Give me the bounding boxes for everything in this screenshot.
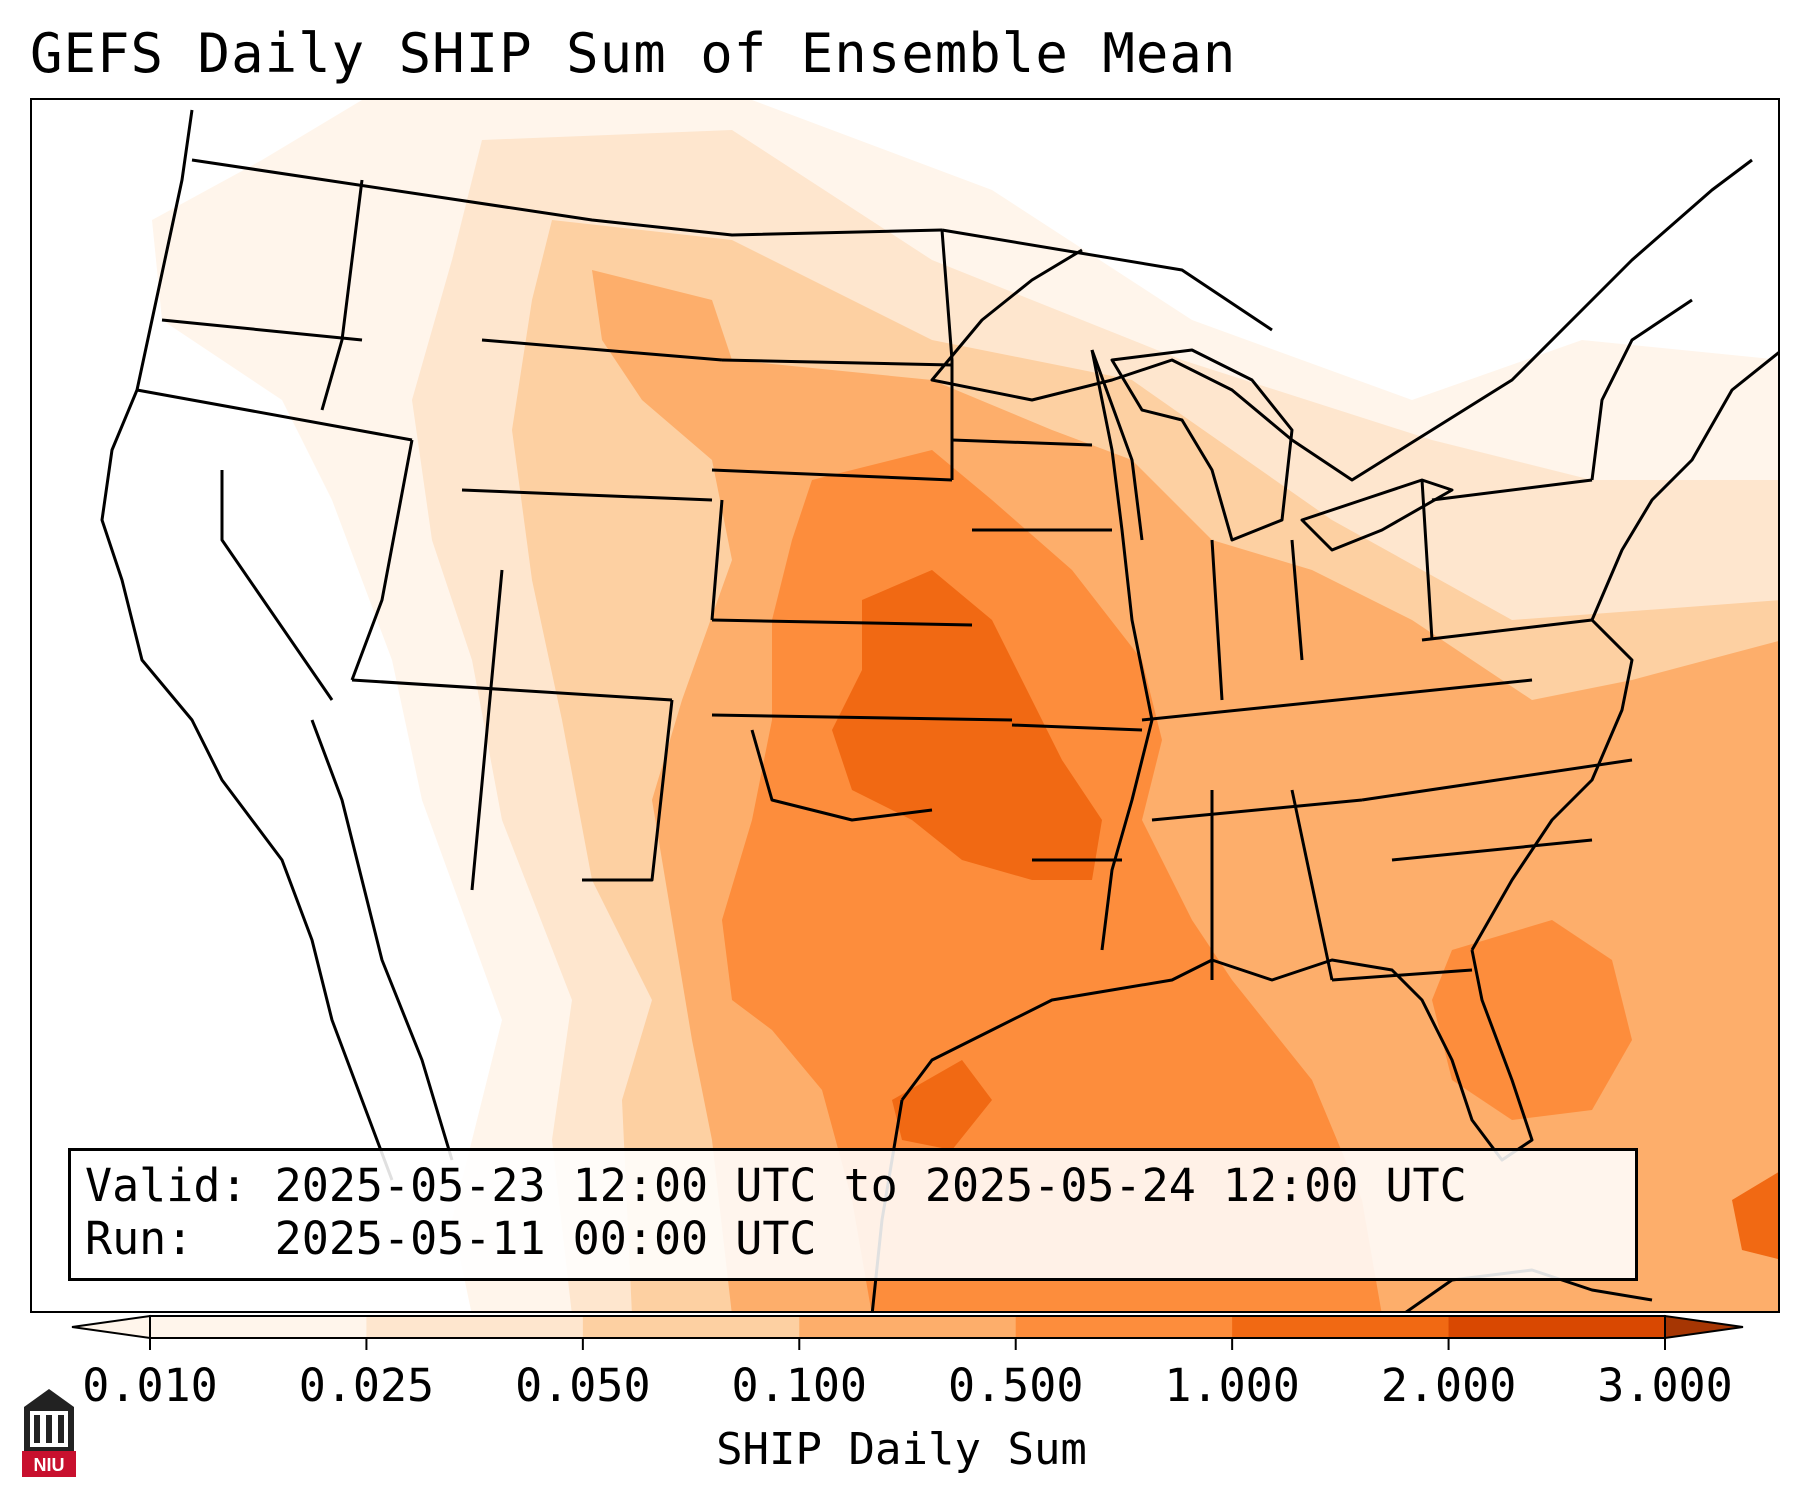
mn-ia-border: [951, 438, 1093, 447]
run-line: Run: 2025-05-11 00:00 UTC: [85, 1212, 1621, 1265]
ga-fl-border: [1331, 968, 1473, 982]
ship-level-1000-gulf: [892, 1060, 992, 1150]
ship-level-1000: [832, 570, 1102, 880]
great-lakes-line: [1110, 348, 1294, 542]
co-ks-border: [710, 499, 724, 621]
colorbar-tick-label: 1.000: [1164, 1359, 1300, 1412]
colorbar-extend-low: [71, 1314, 151, 1340]
nm-tx-border: [582, 699, 674, 882]
run-value: 2025-05-11 00:00 UTC: [274, 1212, 817, 1265]
nv-ut-border: [350, 439, 414, 681]
baja-line: [310, 719, 454, 1161]
va-nc-border: [1361, 758, 1633, 802]
colorbar-bin: [799, 1316, 1017, 1338]
tn-al-border: [1151, 798, 1363, 822]
niu-logo-text: NIU: [34, 1455, 65, 1475]
ship-shading: [152, 100, 1778, 1311]
colorbar-extend-high: [1664, 1314, 1744, 1340]
colorbar-tick-label: 2.000: [1380, 1359, 1517, 1412]
colorbar-tick-label: 0.025: [298, 1359, 435, 1412]
pa-md-border: [1421, 618, 1593, 642]
canada-shore-line: [930, 158, 1753, 482]
nd-sd-border: [721, 358, 953, 367]
oh-pa-border: [1420, 479, 1434, 641]
run-label: Run:: [85, 1212, 194, 1265]
colorbar-tick-label: 0.100: [731, 1359, 868, 1412]
colorbar-title: SHIP Daily Sum: [716, 1424, 1087, 1475]
nc-sc-border: [1391, 838, 1593, 862]
il-in-border: [1210, 539, 1224, 701]
colorbar-bin: [1232, 1316, 1450, 1338]
wy-co-border: [461, 488, 713, 502]
in-oh-border: [1290, 539, 1304, 661]
ne-ks-border: [711, 618, 973, 627]
new-england-border: [1590, 298, 1693, 481]
colorbar-outline: [149, 1315, 1666, 1339]
colorbar-tick-label: 0.050: [515, 1359, 651, 1412]
valid-line: Valid: 2025-05-23 12:00 UTC to 2025-05-2…: [85, 1159, 1621, 1212]
id-mt-border: [320, 179, 364, 411]
colorbar-tick-label: 3.000: [1597, 1359, 1733, 1412]
niu-logo-icon: NIU: [22, 1389, 76, 1477]
tn-ky-border: [1141, 678, 1533, 722]
mt-wy-border: [481, 338, 723, 362]
ship-field-map: [100, 100, 1778, 1311]
wa-or-border: [161, 318, 363, 342]
colorbar-bin: [1448, 1316, 1666, 1338]
northern-states-border: [941, 228, 1273, 332]
colorbar-bin: [150, 1316, 367, 1338]
map-title: GEFS Daily SHIP Sum of Ensemble Mean: [30, 22, 1237, 85]
east-coast-line: [1470, 351, 1778, 951]
ship-level-0500-atlantic: [1432, 920, 1632, 1120]
ship-level-1000-se: [1732, 1172, 1778, 1259]
ut-az-border: [351, 678, 673, 702]
state-borders: [136, 158, 1693, 982]
mississippi-river: [1090, 349, 1154, 951]
sd-ne-border: [711, 468, 953, 482]
colorbar-tick-label: 0.010: [82, 1359, 218, 1412]
canada-us-border: [191, 158, 943, 237]
colorbar-bin: [582, 1316, 800, 1338]
or-ca-border: [136, 388, 413, 442]
valid-label: Valid:: [85, 1159, 248, 1212]
valid-value: 2025-05-23 12:00 UTC to 2025-05-24 12:00…: [274, 1159, 1467, 1212]
lake-erie-line: [1300, 478, 1454, 552]
gulf-coast-line: [900, 949, 1534, 1162]
colorbar-tick-label: 0.500: [947, 1359, 1084, 1412]
mo-ar-border: [1011, 723, 1143, 732]
map-panel: Valid: 2025-05-23 12:00 UTC to 2025-05-2…: [30, 98, 1780, 1313]
colorbar-bin: [366, 1316, 584, 1338]
ca-nv-border: [220, 470, 334, 701]
ks-ok-border: [711, 713, 1013, 722]
ok-tx-border: [750, 729, 933, 822]
info-box: Valid: 2025-05-23 12:00 UTC to 2025-05-2…: [68, 1148, 1638, 1281]
colorbar: [71, 1314, 1744, 1350]
colorbar-bin: [1015, 1316, 1233, 1338]
wi-mi-border: [1090, 349, 1144, 541]
az-nm-border: [470, 569, 504, 891]
al-ga-border: [1290, 789, 1334, 981]
pa-ny-border: [1431, 478, 1593, 502]
west-coast-line: [100, 109, 394, 1181]
